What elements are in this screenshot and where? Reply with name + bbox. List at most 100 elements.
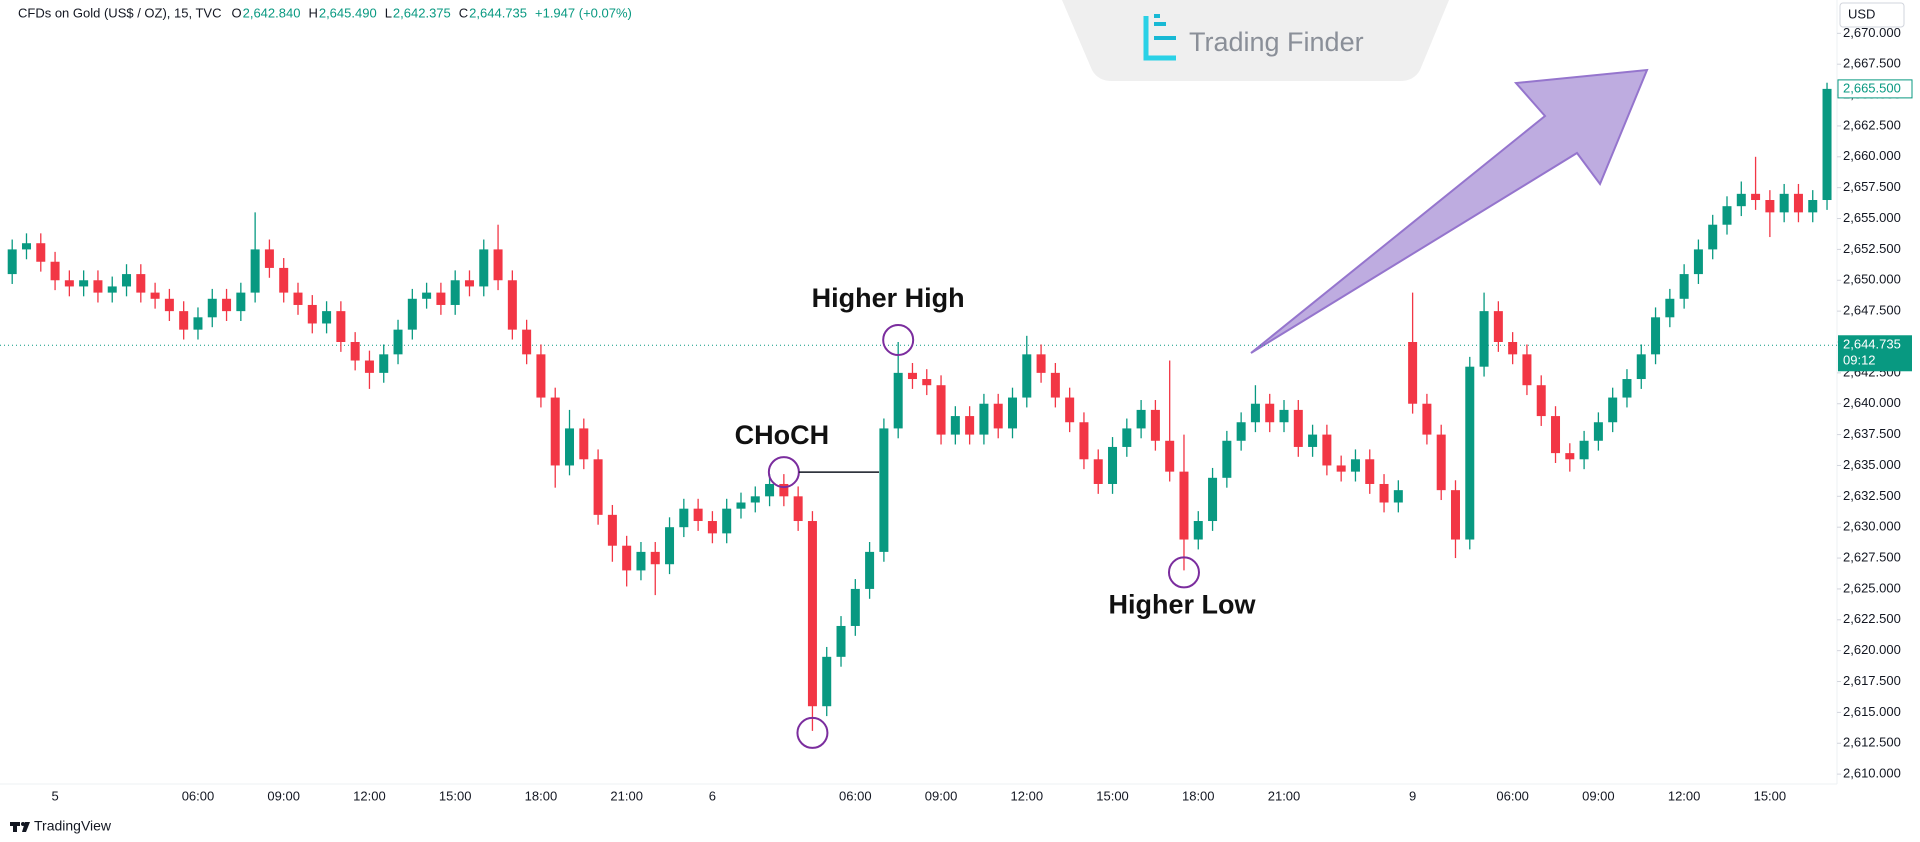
- currency[interactable]: USD: [1848, 6, 1875, 21]
- candle-body: [993, 403, 1003, 429]
- candle-body: [736, 502, 746, 509]
- candle-body: [565, 428, 575, 466]
- logo-part: [22, 822, 30, 832]
- candle-body: [279, 267, 289, 293]
- candle-body: [1179, 471, 1189, 540]
- trend-arrow: [1250, 68, 1649, 354]
- candle-body: [422, 292, 432, 299]
- y-tick-label: 2,627.500: [1843, 549, 1901, 564]
- candle-body: [607, 514, 617, 546]
- logo-stroke: [1143, 16, 1176, 61]
- y-tick-label: 2,610.000: [1843, 766, 1901, 781]
- x-tick-label: 06:00: [839, 788, 872, 803]
- ohlc-key: O: [231, 5, 241, 20]
- annotation: CHoCH: [735, 420, 830, 450]
- candle-body: [1093, 459, 1103, 484]
- candle-body: [36, 243, 46, 262]
- y-tick-label: 2,640.000: [1843, 395, 1901, 410]
- ohlc-value: 2,644.735: [469, 5, 527, 20]
- candle-body: [1336, 465, 1346, 472]
- candle-body: [1736, 193, 1746, 207]
- candle-body: [979, 403, 989, 435]
- candle-body: [1708, 224, 1718, 250]
- candle-body: [1751, 193, 1761, 201]
- candle-body: [164, 298, 174, 312]
- logo-stroke: [1154, 14, 1176, 40]
- x-tick-label: 5: [51, 788, 58, 803]
- x-tick-label: 21:00: [1268, 788, 1301, 803]
- y-tick-label: 2,620.000: [1843, 642, 1901, 657]
- candle-body: [1722, 206, 1732, 225]
- y-tick-label: 2,630.000: [1843, 519, 1901, 534]
- x-tick-label: 15:00: [1754, 788, 1787, 803]
- candle-body: [1522, 354, 1532, 386]
- x-tick-label: 09:00: [1582, 788, 1615, 803]
- x-tick-label: 12:00: [353, 788, 386, 803]
- annotation: Higher Low: [1108, 590, 1256, 620]
- x-tick-label: 6: [709, 788, 716, 803]
- candle-body: [965, 416, 975, 435]
- candle-body: [550, 397, 560, 466]
- ohlc-value: 2,645.490: [319, 5, 377, 20]
- candle-body: [1622, 379, 1632, 398]
- candle-body: [364, 360, 374, 373]
- candle-body: [879, 428, 889, 552]
- swing-marker: [796, 716, 829, 749]
- candle-body: [1222, 440, 1232, 478]
- y-tick-label: 2,647.500: [1843, 303, 1901, 318]
- candle-body: [707, 521, 717, 534]
- candle-body: [1693, 249, 1703, 275]
- candle-body: [464, 280, 474, 287]
- annotation: Higher High: [812, 283, 965, 313]
- y-tick-label: 2,662.500: [1843, 117, 1901, 132]
- countdown: 09:12: [1843, 353, 1876, 368]
- candle-body: [679, 508, 689, 528]
- candle-body: [922, 379, 932, 386]
- candle-body: [1193, 521, 1203, 540]
- candle-body: [1350, 459, 1360, 472]
- ohlc-value: 2,642.375: [393, 5, 451, 20]
- candle-body: [407, 298, 417, 330]
- candle-body: [836, 625, 846, 657]
- candle-body: [593, 459, 603, 515]
- y-tick-label: 2,657.500: [1843, 179, 1901, 194]
- candle-body: [1465, 366, 1475, 540]
- x-tick-label: 12:00: [1011, 788, 1044, 803]
- candle-body: [665, 527, 675, 565]
- x-tick-label: 09:00: [925, 788, 958, 803]
- candle-body: [522, 329, 532, 355]
- candle-body: [1493, 311, 1503, 342]
- y-tick-label: 2,652.500: [1843, 241, 1901, 256]
- x-tick-label: 21:00: [610, 788, 643, 803]
- candle-body: [1679, 274, 1689, 299]
- candle-body: [122, 274, 132, 287]
- candle-body: [822, 656, 832, 707]
- watermark-logo: [1143, 14, 1176, 61]
- logo-part: [13, 822, 17, 832]
- candle-body: [536, 354, 546, 398]
- candle-body: [1565, 453, 1575, 460]
- candle-body: [1436, 434, 1446, 491]
- candle-body: [1593, 422, 1603, 441]
- x-tick-label: 15:00: [1096, 788, 1129, 803]
- candle-body: [1536, 385, 1546, 417]
- swing-marker: [882, 323, 915, 356]
- candle-body: [350, 341, 360, 361]
- watermark-box: [1062, 0, 1449, 81]
- candle-body: [193, 317, 203, 330]
- ohlc-key: H: [308, 5, 317, 20]
- ohlc-key: C: [459, 5, 468, 20]
- candle-body: [179, 311, 189, 330]
- candle-body: [50, 261, 60, 281]
- candle-body: [1393, 490, 1403, 503]
- candle-body: [1065, 397, 1075, 423]
- y-tick-label: 2,637.500: [1843, 426, 1901, 441]
- candle-body: [950, 416, 960, 435]
- price-change: +1.947 (+0.07%): [535, 5, 632, 20]
- candle-body: [1050, 372, 1060, 398]
- candle-body: [1608, 397, 1618, 423]
- candle-body: [636, 551, 646, 571]
- candle-body: [493, 249, 503, 281]
